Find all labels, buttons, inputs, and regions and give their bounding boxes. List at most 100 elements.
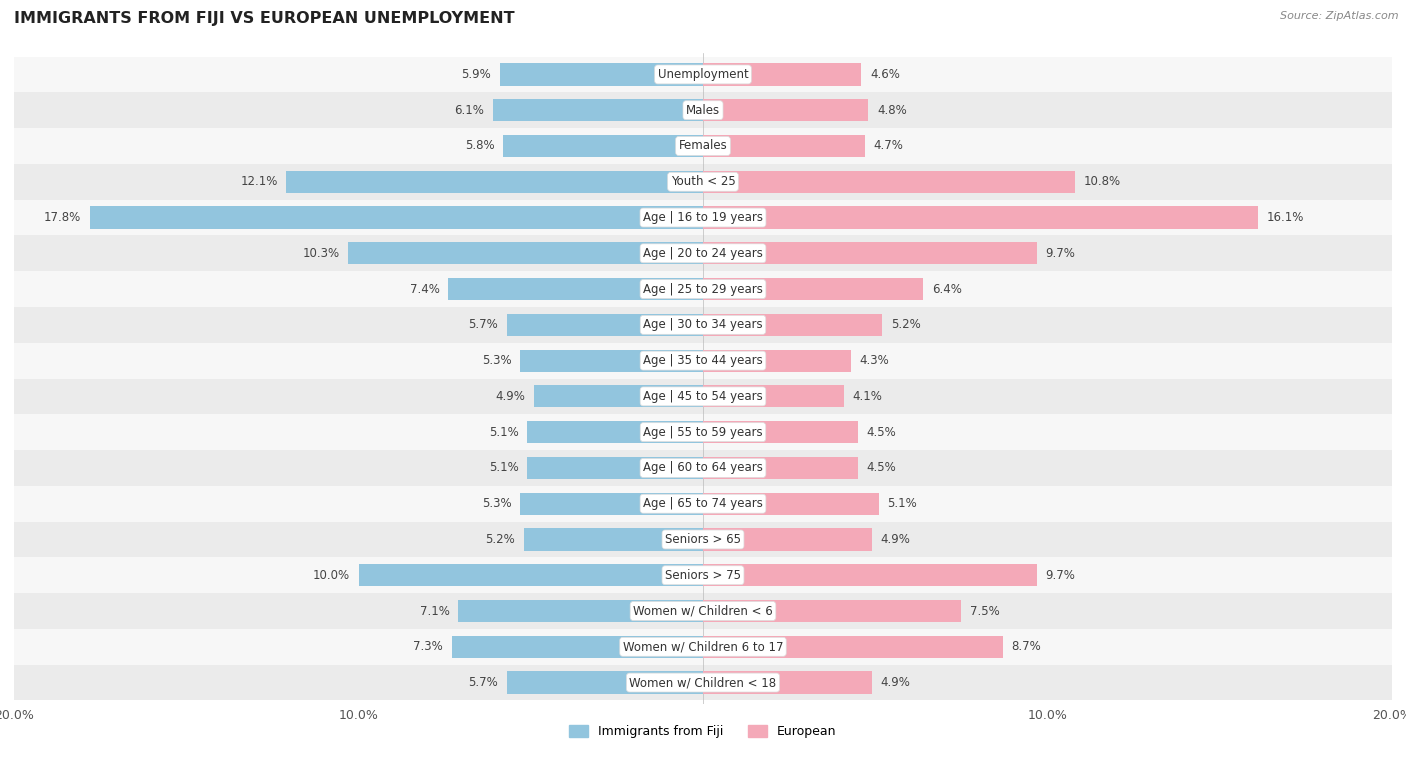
Text: 5.9%: 5.9%	[461, 68, 491, 81]
Text: Age | 25 to 29 years: Age | 25 to 29 years	[643, 282, 763, 295]
Bar	[499, 64, 703, 86]
Bar	[14, 557, 1392, 593]
Text: 5.2%: 5.2%	[485, 533, 515, 546]
Bar	[703, 636, 1002, 658]
Text: Age | 65 to 74 years: Age | 65 to 74 years	[643, 497, 763, 510]
Legend: Immigrants from Fiji, European: Immigrants from Fiji, European	[564, 721, 842, 743]
Text: Age | 60 to 64 years: Age | 60 to 64 years	[643, 462, 763, 475]
Text: 5.1%: 5.1%	[887, 497, 917, 510]
Text: Women w/ Children < 6: Women w/ Children < 6	[633, 605, 773, 618]
Bar	[506, 671, 703, 693]
Text: 9.7%: 9.7%	[1046, 247, 1076, 260]
Text: 5.7%: 5.7%	[468, 676, 498, 689]
Text: 5.3%: 5.3%	[482, 497, 512, 510]
Text: 7.3%: 7.3%	[413, 640, 443, 653]
Bar	[703, 385, 844, 407]
Bar	[349, 242, 703, 264]
Text: 5.1%: 5.1%	[489, 425, 519, 438]
Text: 4.6%: 4.6%	[870, 68, 900, 81]
Bar	[451, 636, 703, 658]
Text: 4.5%: 4.5%	[866, 425, 897, 438]
Text: Age | 35 to 44 years: Age | 35 to 44 years	[643, 354, 763, 367]
Text: 17.8%: 17.8%	[44, 211, 82, 224]
Bar	[703, 350, 851, 372]
Bar	[90, 207, 703, 229]
Bar	[14, 307, 1392, 343]
Text: 12.1%: 12.1%	[240, 176, 277, 188]
Text: Age | 45 to 54 years: Age | 45 to 54 years	[643, 390, 763, 403]
Text: Unemployment: Unemployment	[658, 68, 748, 81]
Text: Women w/ Children < 18: Women w/ Children < 18	[630, 676, 776, 689]
Text: 4.9%: 4.9%	[880, 676, 910, 689]
Text: 4.1%: 4.1%	[853, 390, 883, 403]
Text: Age | 30 to 34 years: Age | 30 to 34 years	[643, 319, 763, 332]
Bar	[703, 421, 858, 444]
Bar	[14, 343, 1392, 378]
Bar	[359, 564, 703, 587]
Bar	[703, 278, 924, 301]
Bar	[287, 170, 703, 193]
Text: Females: Females	[679, 139, 727, 152]
Bar	[14, 665, 1392, 700]
Bar	[703, 170, 1076, 193]
Bar	[14, 629, 1392, 665]
Bar	[14, 486, 1392, 522]
Bar	[14, 378, 1392, 414]
Bar	[703, 493, 879, 515]
Text: 5.1%: 5.1%	[489, 462, 519, 475]
Bar	[14, 235, 1392, 271]
Bar	[520, 350, 703, 372]
Text: 5.2%: 5.2%	[891, 319, 921, 332]
Text: 7.5%: 7.5%	[970, 605, 1000, 618]
Bar	[14, 271, 1392, 307]
Bar	[449, 278, 703, 301]
Text: 5.7%: 5.7%	[468, 319, 498, 332]
Text: 6.1%: 6.1%	[454, 104, 484, 117]
Bar	[527, 421, 703, 444]
Text: 10.8%: 10.8%	[1084, 176, 1121, 188]
Text: 4.5%: 4.5%	[866, 462, 897, 475]
Bar	[14, 92, 1392, 128]
Bar	[703, 671, 872, 693]
Text: 4.7%: 4.7%	[873, 139, 904, 152]
Bar	[494, 99, 703, 121]
Bar	[703, 600, 962, 622]
Text: 10.3%: 10.3%	[302, 247, 340, 260]
Bar	[703, 242, 1038, 264]
Text: 7.1%: 7.1%	[420, 605, 450, 618]
Bar	[534, 385, 703, 407]
Text: Males: Males	[686, 104, 720, 117]
Bar	[520, 493, 703, 515]
Text: Age | 55 to 59 years: Age | 55 to 59 years	[643, 425, 763, 438]
Text: IMMIGRANTS FROM FIJI VS EUROPEAN UNEMPLOYMENT: IMMIGRANTS FROM FIJI VS EUROPEAN UNEMPLO…	[14, 11, 515, 26]
Text: 7.4%: 7.4%	[409, 282, 440, 295]
Text: 6.4%: 6.4%	[932, 282, 962, 295]
Text: Age | 20 to 24 years: Age | 20 to 24 years	[643, 247, 763, 260]
Bar	[527, 456, 703, 479]
Text: Seniors > 75: Seniors > 75	[665, 569, 741, 581]
Text: 10.0%: 10.0%	[312, 569, 350, 581]
Bar	[14, 414, 1392, 450]
Text: Seniors > 65: Seniors > 65	[665, 533, 741, 546]
Bar	[14, 522, 1392, 557]
Text: 16.1%: 16.1%	[1267, 211, 1303, 224]
Bar	[703, 135, 865, 157]
Text: Source: ZipAtlas.com: Source: ZipAtlas.com	[1281, 11, 1399, 21]
Bar	[703, 456, 858, 479]
Bar	[14, 57, 1392, 92]
Text: 5.3%: 5.3%	[482, 354, 512, 367]
Text: 4.3%: 4.3%	[859, 354, 890, 367]
Text: 9.7%: 9.7%	[1046, 569, 1076, 581]
Bar	[14, 128, 1392, 164]
Bar	[703, 99, 869, 121]
Bar	[524, 528, 703, 550]
Bar	[703, 207, 1257, 229]
Bar	[458, 600, 703, 622]
Bar	[14, 450, 1392, 486]
Text: Age | 16 to 19 years: Age | 16 to 19 years	[643, 211, 763, 224]
Text: Youth < 25: Youth < 25	[671, 176, 735, 188]
Text: 4.8%: 4.8%	[877, 104, 907, 117]
Text: 4.9%: 4.9%	[496, 390, 526, 403]
Bar	[14, 164, 1392, 200]
Text: Women w/ Children 6 to 17: Women w/ Children 6 to 17	[623, 640, 783, 653]
